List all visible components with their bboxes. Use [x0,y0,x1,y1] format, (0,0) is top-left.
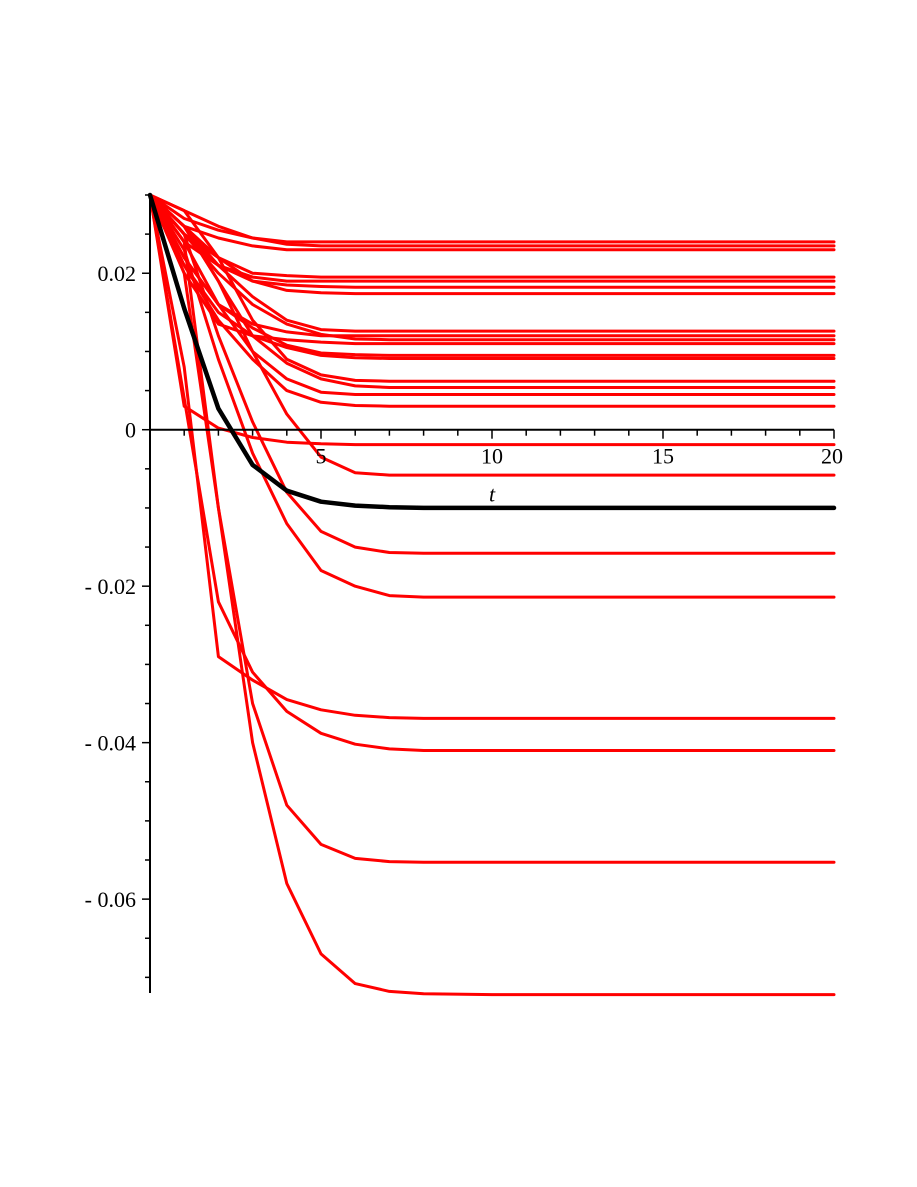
y-tick-label: - 0.06 [85,887,136,912]
sample-path-line-10 [148,193,836,342]
sample-path-line-22 [148,193,836,720]
series-layer [147,192,837,997]
sample-path-line-4 [148,193,836,279]
sample-path-line-1 [148,193,836,244]
x-axis-label: t [489,482,496,507]
sample-path-line-16 [148,193,836,396]
x-tick-label: 20 [821,444,843,469]
sample-path-line-13 [148,193,836,360]
x-tick-label: 10 [481,444,503,469]
sample-path-line-3 [148,193,836,252]
x-tick-label: 15 [652,444,674,469]
y-ticks: 0.02 0 - 0.02 - 0.04 - 0.06 [85,194,150,979]
sample-path-line-2 [148,193,836,248]
sample-path-line-8 [148,193,836,333]
sample-path-line-17 [148,193,836,408]
y-tick-label: - 0.04 [85,731,136,756]
sample-path-line-9 [148,193,836,338]
sample-path-line-11 [148,193,836,346]
sample-path-line-20 [148,193,836,555]
mean-line [147,192,837,511]
y-tick-label: 0 [125,418,136,443]
y-tick-label: - 0.02 [85,574,136,599]
sample-path-line-14 [148,193,836,383]
sample-path-line-19 [148,193,836,477]
sample-path-line-18 [148,193,836,447]
x-ticks: 5 10 15 20 [183,429,843,469]
sample-path-line-21 [148,193,836,599]
axes-layer: 5 10 15 20 0.02 0 - 0.02 - 0.04 - 0.06 t [85,194,843,993]
sample-path-line-7 [148,193,836,296]
x-tick-label: 5 [316,444,327,469]
sample-path-line-25 [148,193,836,997]
y-tick-label: 0.02 [98,261,137,286]
sample-path-line-23 [148,193,836,752]
